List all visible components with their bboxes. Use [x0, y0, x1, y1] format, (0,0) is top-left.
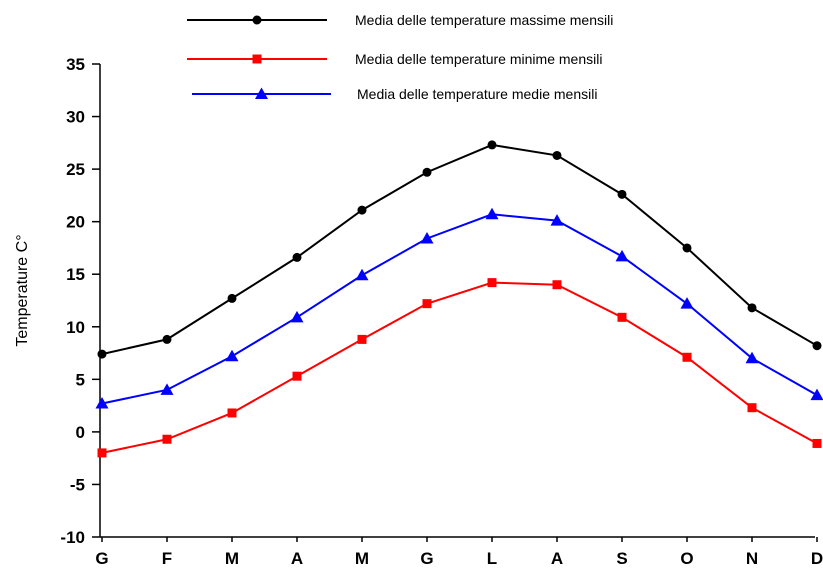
- data-point: [617, 312, 627, 322]
- x-tick-label: A: [551, 549, 563, 568]
- data-point: [255, 87, 268, 99]
- data-point: [485, 207, 499, 220]
- data-point: [550, 214, 564, 226]
- x-tick-label: D: [811, 549, 823, 568]
- series-line: [101, 143, 818, 356]
- series-line: [101, 213, 818, 405]
- data-point: [292, 252, 302, 262]
- y-tick-label: 10: [66, 318, 85, 337]
- x-tick-label: S: [616, 549, 627, 568]
- data-point: [810, 388, 823, 401]
- legend-label: Media delle temperature massime mensili: [355, 12, 613, 28]
- legend-item-0: Media delle temperature massime mensili: [187, 12, 613, 28]
- data-point: [487, 278, 497, 288]
- x-tick-label: O: [680, 549, 693, 568]
- x-tick-label: M: [355, 549, 369, 568]
- y-tick-label: 15: [66, 265, 85, 284]
- x-tick-label: F: [162, 549, 172, 568]
- data-point: [487, 140, 497, 150]
- data-point: [162, 434, 172, 444]
- data-point: [552, 150, 562, 160]
- data-point: [355, 268, 369, 281]
- y-tick-label: 0: [76, 423, 85, 442]
- data-point: [552, 280, 562, 290]
- data-point: [617, 189, 627, 199]
- data-point: [225, 349, 239, 362]
- series-2: [95, 207, 823, 409]
- x-tick-label: G: [95, 549, 108, 568]
- data-point: [290, 310, 304, 323]
- x-tick-label: G: [420, 549, 433, 568]
- x-tick-label: L: [487, 549, 497, 568]
- data-point: [747, 403, 757, 413]
- y-tick-label: 30: [66, 108, 85, 127]
- y-tick-label: -5: [70, 475, 85, 494]
- data-point: [357, 334, 367, 344]
- y-tick-label: 5: [76, 370, 85, 389]
- y-tick-label: 35: [66, 55, 85, 74]
- data-point: [682, 243, 692, 253]
- legend-label: Media delle temperature minime mensili: [355, 51, 602, 67]
- data-point: [227, 293, 237, 303]
- data-point: [745, 351, 759, 364]
- data-point: [95, 397, 109, 409]
- series-0: [97, 140, 822, 359]
- series-1: [97, 278, 822, 458]
- x-tick-label: N: [746, 549, 758, 568]
- data-point: [747, 303, 757, 313]
- y-tick-label: 20: [66, 213, 85, 232]
- y-tick-label: 25: [66, 160, 85, 179]
- data-point: [812, 438, 822, 448]
- plot-area: [95, 140, 823, 458]
- data-point: [162, 334, 172, 344]
- series-line: [101, 281, 818, 454]
- y-tick-label: -10: [60, 528, 85, 547]
- legend: Media delle temperature massime mensili M…: [187, 12, 613, 102]
- data-point: [252, 15, 262, 25]
- x-tick-label: M: [225, 549, 239, 568]
- x-tick-label: A: [291, 549, 303, 568]
- y-axis-title: Temperature C°: [14, 234, 31, 346]
- data-point: [422, 167, 432, 177]
- data-point: [357, 205, 367, 215]
- data-point: [420, 231, 434, 244]
- data-point: [615, 249, 629, 262]
- legend-label: Media delle temperature medie mensili: [357, 86, 597, 102]
- data-point: [422, 299, 432, 309]
- data-point: [160, 383, 174, 395]
- data-point: [227, 408, 237, 418]
- legend-item-2: Media delle temperature medie mensili: [192, 86, 597, 102]
- axes: -10 -5 0 5 10 15 20 25 30 35 Temperature C° G F M A M G L…: [14, 55, 823, 568]
- data-point: [97, 349, 107, 359]
- data-point: [682, 352, 692, 362]
- data-point: [812, 341, 822, 351]
- legend-item-1: Media delle temperature minime mensili: [187, 51, 602, 67]
- data-point: [292, 371, 302, 381]
- data-point: [97, 448, 107, 458]
- data-point: [252, 54, 262, 64]
- data-point: [680, 297, 694, 309]
